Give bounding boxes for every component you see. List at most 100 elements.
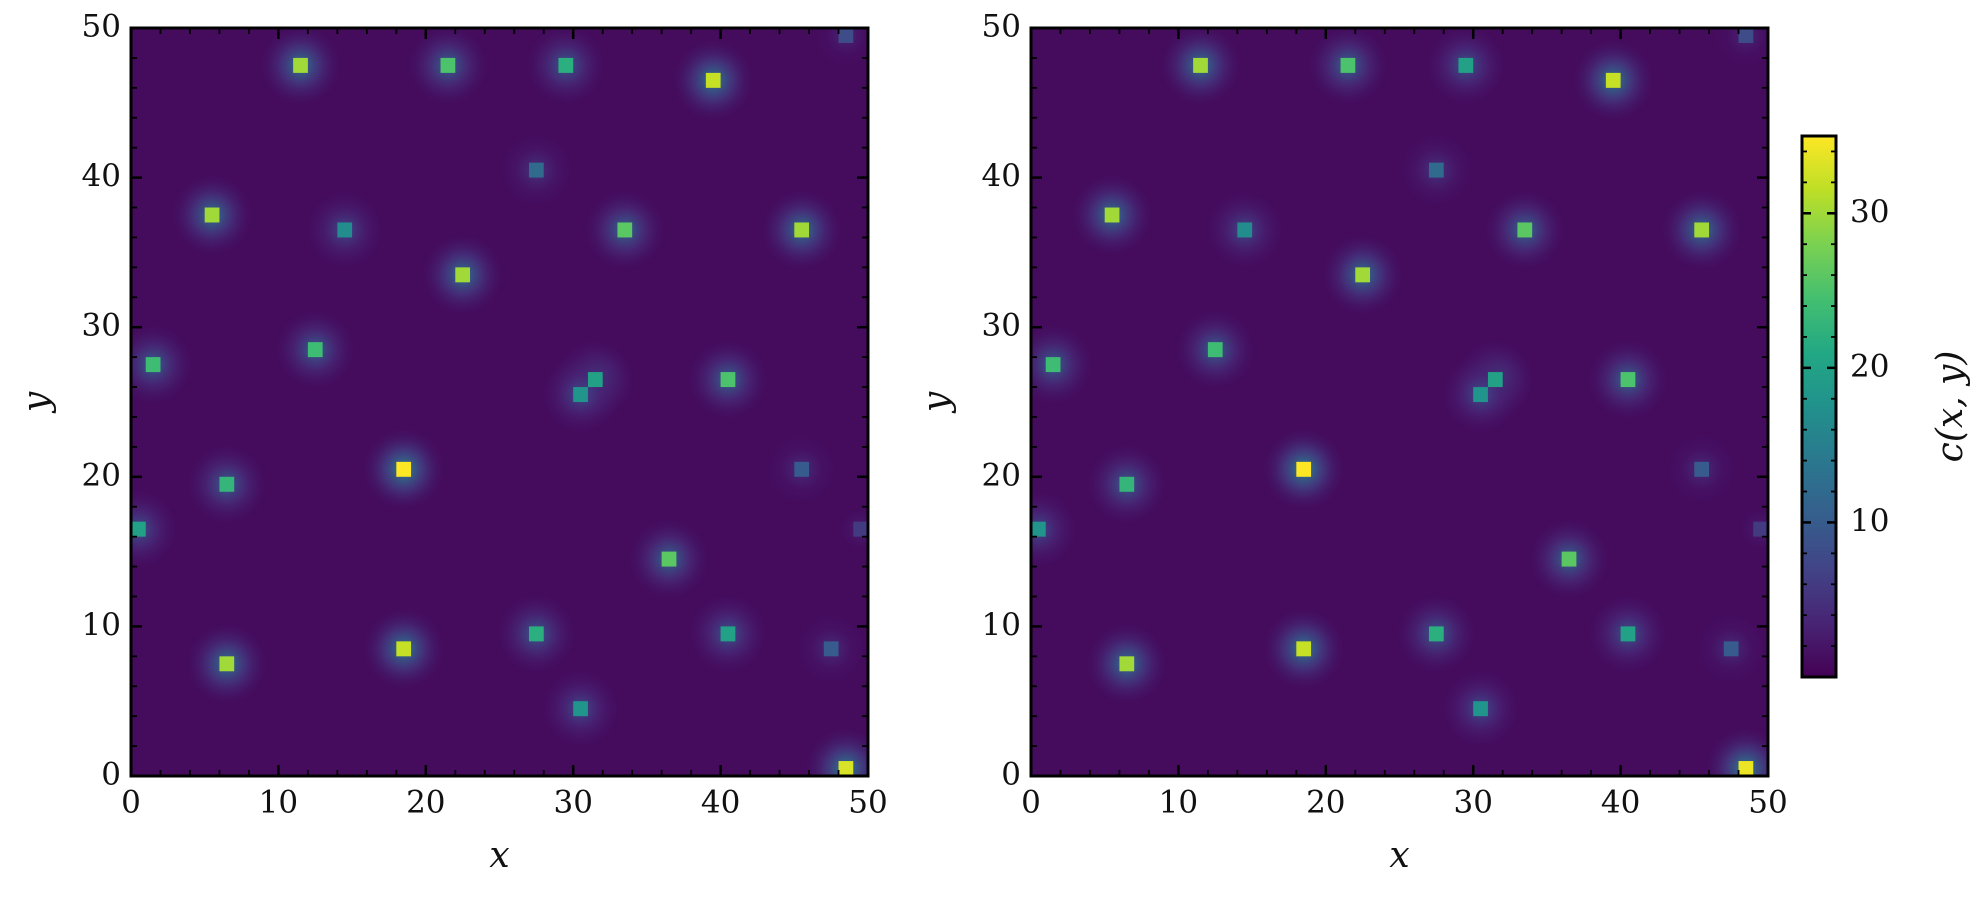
colorbar-label: c(x, y) (1930, 351, 1971, 463)
cell-halo (131, 484, 183, 574)
colorbar-frame (1800, 134, 1838, 679)
cell (1119, 476, 1135, 492)
x-tick-label: 30 (553, 785, 592, 821)
axes-frame (129, 26, 870, 778)
cell (1296, 641, 1312, 657)
cell (1753, 521, 1768, 537)
cell-halo (1031, 484, 1083, 574)
cell (661, 551, 677, 567)
cell (1694, 461, 1710, 477)
cell (204, 207, 220, 223)
x-tick-label: 30 (1453, 785, 1492, 821)
colorbar-tick-label: 10 (1850, 503, 1889, 539)
y-tick-label: 30 (982, 308, 1021, 344)
cell (396, 461, 412, 477)
y-tick-label: 20 (82, 457, 121, 493)
y-tick-label: 50 (82, 9, 121, 45)
cell (573, 701, 588, 717)
y-tick-label: 10 (982, 607, 1021, 643)
cell (1620, 372, 1636, 388)
y-tick-label: 0 (101, 757, 121, 793)
cell (1296, 461, 1312, 477)
cell (617, 222, 633, 238)
heatmap (131, 28, 868, 776)
cell (838, 28, 854, 43)
x-tick-label: 20 (406, 785, 445, 821)
cell (1428, 626, 1444, 642)
cell (131, 521, 146, 537)
x-tick-label: 50 (1748, 785, 1787, 821)
cell (219, 656, 235, 672)
cell-halo (131, 320, 198, 409)
cell (1473, 387, 1488, 402)
cell (823, 641, 839, 657)
x-tick-label: 10 (259, 785, 298, 821)
cell (337, 222, 353, 238)
cell (1738, 761, 1754, 776)
cell (720, 626, 736, 642)
cell (838, 761, 854, 776)
cell (396, 641, 412, 657)
cell (1694, 222, 1710, 238)
cell (440, 57, 456, 73)
heatmap (1031, 28, 1768, 776)
cell (1517, 222, 1533, 238)
cell (1193, 57, 1208, 73)
cell (573, 387, 588, 402)
cell (1561, 551, 1577, 567)
y-tick-label: 20 (982, 457, 1021, 493)
axes-frame (1029, 26, 1770, 778)
cell-halo (1031, 320, 1098, 409)
cell (1119, 656, 1135, 672)
x-tick-label: 0 (121, 785, 141, 821)
cell (1487, 372, 1503, 388)
cell (1237, 222, 1253, 238)
cell (528, 162, 544, 178)
y-tick-label: 10 (82, 607, 121, 643)
cell (705, 72, 721, 88)
x-tick-label: 40 (701, 785, 740, 821)
cell (1473, 701, 1488, 717)
cell (587, 372, 603, 388)
cell (1428, 162, 1444, 178)
x-tick-label: 40 (1601, 785, 1640, 821)
cell (1045, 357, 1061, 373)
x-tick-label: 20 (1306, 785, 1345, 821)
cell (720, 372, 736, 388)
y-tick-label: 30 (82, 308, 121, 344)
cell (1458, 57, 1474, 73)
cell (1620, 626, 1636, 642)
cell (293, 57, 308, 73)
x-tick-label: 50 (848, 785, 887, 821)
x-tick-label: 10 (1159, 785, 1198, 821)
cell (455, 267, 471, 283)
cell (1104, 207, 1120, 223)
cell (853, 521, 868, 537)
y-axis-label: y (16, 391, 57, 414)
cell (794, 222, 810, 238)
colorbar (1802, 136, 1836, 677)
x-tick-label: 0 (1021, 785, 1041, 821)
cell (794, 461, 810, 477)
cell (1031, 521, 1046, 537)
cell (528, 626, 544, 642)
x-axis-label: x (489, 835, 509, 876)
y-axis-label: y (916, 391, 957, 414)
y-tick-label: 0 (1001, 757, 1021, 793)
cell (1723, 641, 1739, 657)
y-tick-label: 40 (82, 158, 121, 194)
x-axis-label: x (1389, 835, 1409, 876)
cell-halo (816, 484, 868, 574)
colorbar-tick-label: 20 (1850, 348, 1889, 384)
cell (1207, 342, 1223, 358)
cell-halo (1716, 484, 1768, 574)
cell (558, 57, 574, 73)
cell (1340, 57, 1356, 73)
cell (1605, 72, 1621, 88)
cell (145, 357, 161, 373)
cell (219, 476, 235, 492)
cell (307, 342, 323, 358)
y-tick-label: 40 (982, 158, 1021, 194)
y-tick-label: 50 (982, 9, 1021, 45)
